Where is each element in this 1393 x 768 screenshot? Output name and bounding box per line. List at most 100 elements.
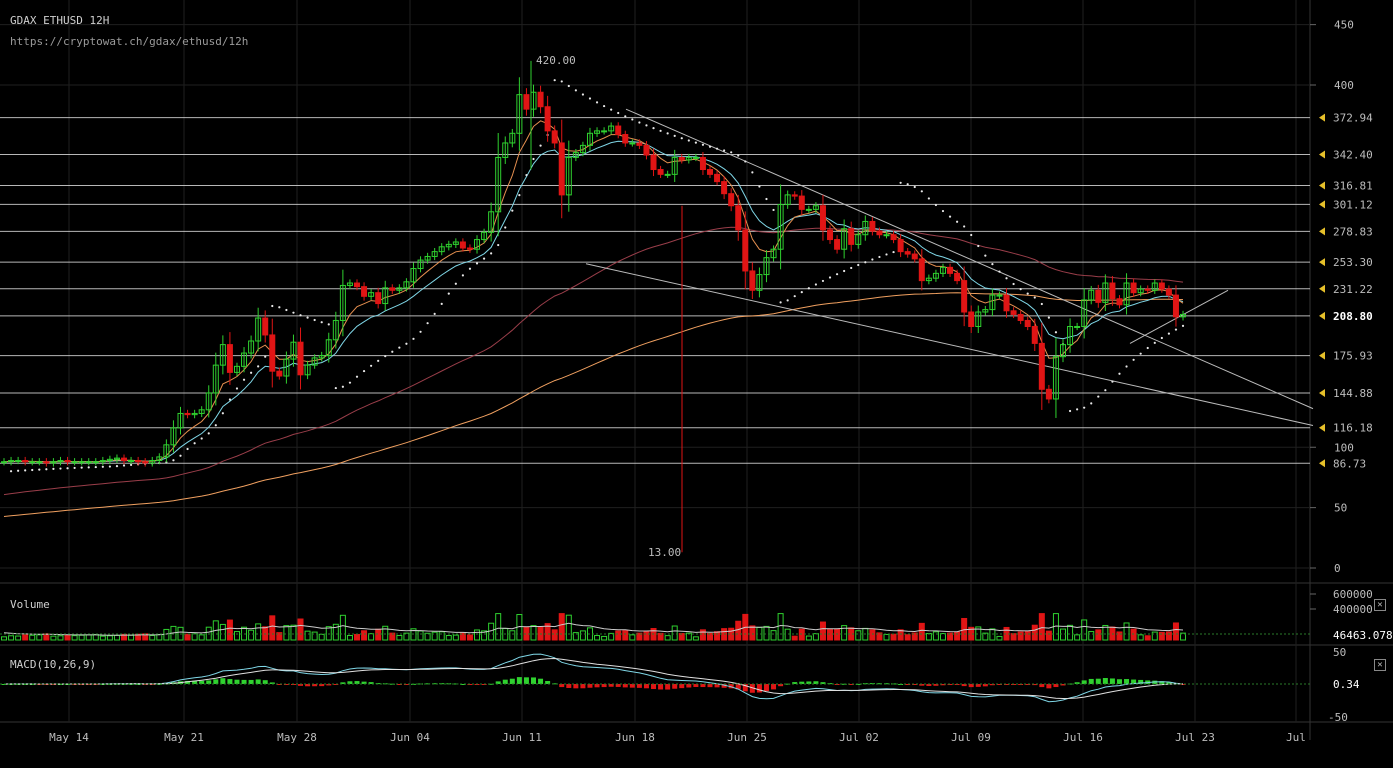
candle-body — [791, 194, 798, 197]
psar-dot — [871, 258, 874, 261]
psar-dot — [200, 437, 203, 440]
close-volume-icon[interactable]: ✕ — [1374, 599, 1386, 611]
psar-dot — [511, 209, 514, 212]
volume-bar — [481, 630, 488, 641]
candle-body — [572, 152, 579, 158]
macd-histogram-bar — [1025, 684, 1031, 685]
macd-histogram-bar — [213, 679, 219, 684]
volume-bar — [812, 633, 819, 641]
candle-body — [71, 461, 78, 464]
volume-bar — [135, 633, 142, 641]
candle-body — [819, 205, 826, 231]
volume-bar — [770, 630, 777, 641]
volume-bar — [198, 634, 205, 641]
macd-histogram-bar — [368, 682, 374, 684]
volume-bar — [36, 634, 43, 641]
volume-bar — [869, 629, 876, 641]
psar-dot — [934, 203, 938, 207]
candle-body — [770, 248, 777, 259]
candle-body — [375, 292, 382, 305]
x-tick-label: Jul 16 — [1063, 731, 1103, 744]
candle-body — [848, 228, 855, 245]
macd-histogram-bar — [594, 684, 600, 688]
volume-bar — [1180, 632, 1187, 641]
candle-body — [474, 239, 481, 250]
psar-dot — [539, 144, 542, 147]
macd-tick-label: -50 — [1328, 711, 1348, 724]
psar-dot — [1068, 409, 1072, 413]
psar-dot — [52, 467, 55, 470]
candle-body — [149, 460, 156, 464]
volume-bar — [410, 628, 417, 641]
volume-bar — [346, 635, 353, 641]
psar-dot — [122, 464, 126, 467]
macd-histogram-bar — [354, 681, 360, 684]
psar-dot — [687, 139, 690, 142]
volume-bar — [1172, 622, 1179, 641]
candle-body — [1010, 310, 1017, 315]
volume-label: Volume — [10, 598, 50, 611]
candle-body — [551, 130, 558, 144]
macd-histogram-bar — [813, 681, 819, 684]
candle-body — [1081, 299, 1088, 327]
volume-bar — [466, 634, 473, 641]
psar-dot — [701, 143, 705, 146]
candle-body — [989, 294, 996, 311]
psar-dot — [638, 121, 641, 124]
volume-bar — [1031, 624, 1038, 641]
macd-histogram-bar — [1116, 679, 1122, 684]
macd-histogram-bar — [1095, 678, 1101, 684]
candle-body — [1137, 288, 1144, 294]
macd-histogram-bar — [403, 684, 409, 685]
x-tick-label: Jul 02 — [839, 731, 879, 744]
volume-bar — [657, 632, 664, 641]
volume-bar — [339, 614, 346, 641]
volume-bar — [325, 626, 332, 641]
volume-bar — [530, 625, 537, 641]
macd-histogram-bar — [778, 684, 784, 687]
candle-body — [1165, 288, 1172, 296]
psar-dot — [772, 208, 775, 212]
candle-body — [85, 461, 92, 464]
macd-histogram-bar — [566, 684, 572, 688]
x-tick-label: May 28 — [277, 731, 317, 744]
psar-dot — [1125, 365, 1128, 368]
macd-histogram-bar — [1124, 679, 1130, 684]
macd-histogram-bar — [735, 684, 741, 690]
candle-body — [459, 241, 466, 249]
volume-bar — [890, 633, 897, 641]
candle-body — [212, 364, 219, 394]
volume-bar — [1165, 631, 1172, 641]
volume-bar — [304, 630, 311, 641]
volume-bar — [685, 632, 692, 641]
psar-dot — [581, 93, 585, 96]
volume-bar — [1102, 624, 1109, 641]
volume-bar — [798, 628, 805, 641]
candle-body — [883, 234, 890, 237]
candle-body — [954, 272, 961, 282]
macd-histogram-bar — [961, 684, 967, 687]
volume-bar — [714, 631, 721, 641]
volume-bar — [1038, 613, 1045, 641]
candle-body — [1060, 344, 1066, 358]
candle-body — [897, 239, 904, 253]
candle-body — [918, 258, 925, 282]
volume-bar — [544, 623, 551, 641]
volume-bar — [184, 633, 191, 641]
candle-body — [678, 156, 685, 161]
psar-dot — [624, 115, 627, 118]
macd-histogram-bar — [658, 684, 664, 690]
chart-url[interactable]: https://cryptowat.ch/gdax/ethusd/12h — [10, 35, 249, 48]
candle-body — [121, 457, 128, 462]
volume-bar — [1045, 630, 1052, 641]
ema-fast-line — [3, 120, 1184, 463]
psar-dot — [80, 466, 83, 469]
close-macd-icon[interactable]: ✕ — [1374, 659, 1386, 671]
psar-dot — [24, 469, 27, 472]
volume-bar — [537, 626, 544, 641]
macd-histogram-bar — [975, 684, 981, 687]
candle-body — [389, 287, 396, 291]
psar-dot — [228, 398, 232, 401]
candle-body — [241, 352, 248, 367]
